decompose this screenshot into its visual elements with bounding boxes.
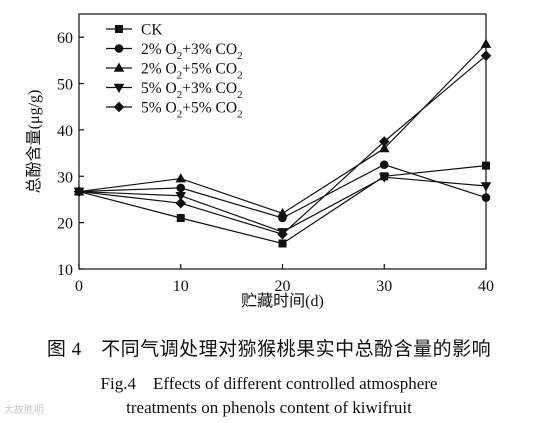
x-tick-label: 30	[376, 278, 392, 295]
y-tick-label: 60	[57, 30, 73, 47]
series-line	[78, 176, 487, 233]
legend-label: 5% O2​+3% CO2​	[141, 80, 243, 101]
y-tick-label: 10	[57, 262, 73, 279]
data-point	[175, 173, 187, 183]
x-tick-label: 20	[275, 278, 291, 295]
caption-english-line1: Fig.4 Effects of different controlled at…	[100, 374, 438, 393]
data-point	[378, 136, 390, 147]
data-point	[481, 193, 491, 202]
caption-chinese: 图 4 不同气调处理对猕猴桃果实中总酚含量的影响	[46, 339, 492, 360]
caption-english-line2: treatments on phenols content of kiwifru…	[126, 398, 412, 417]
legend-marker	[115, 25, 123, 33]
y-tick-label: 20	[57, 216, 73, 233]
legend-marker	[114, 44, 124, 53]
x-axis-label: 贮藏时间(d)	[241, 292, 324, 310]
y-tick-label: 50	[57, 77, 73, 94]
data-point	[175, 197, 187, 209]
data-point	[378, 173, 390, 183]
y-tick-label: 30	[57, 169, 73, 186]
data-point	[278, 239, 287, 248]
legend-item: 5% O2​+3% CO2​	[106, 80, 243, 101]
data-point	[482, 161, 490, 170]
x-tick-label: 40	[478, 278, 494, 295]
watermark: 大故胜明	[4, 405, 44, 416]
legend-item: CK	[106, 22, 163, 39]
y-tick-label: 40	[57, 123, 73, 140]
legend-label: 2% O2​+5% CO2​	[141, 61, 243, 82]
data-point	[277, 228, 288, 240]
data-point	[73, 186, 85, 197]
x-tick-label: 0	[75, 278, 83, 295]
legend-label: 5% O2​+5% CO2​	[141, 100, 243, 121]
data-point	[176, 214, 185, 222]
legend-item: 2% O2​+5% CO2​	[106, 61, 243, 82]
x-tick-label: 10	[173, 278, 189, 295]
data-point	[379, 160, 389, 169]
legend-marker	[113, 62, 125, 72]
series-group	[73, 38, 492, 218]
legend-label: 2% O2​+3% CO2​	[141, 41, 243, 62]
data-point	[480, 182, 492, 192]
data-point	[378, 142, 390, 153]
legend-marker	[113, 83, 125, 93]
data-point	[176, 183, 186, 193]
data-point	[277, 207, 288, 218]
data-point	[175, 191, 187, 202]
y-axis-label: 总酚含量(μg/g)	[25, 90, 43, 194]
legend-marker	[113, 101, 125, 113]
series-group	[73, 173, 492, 238]
legend-item: 5% O2​+5% CO2​	[106, 100, 243, 121]
legend-item: 2% O2​+3% CO2​	[106, 41, 243, 62]
series-group	[73, 50, 492, 240]
data-point	[480, 38, 492, 48]
data-point	[480, 50, 492, 62]
legend: CK 2% O2​+3% CO2​2% O2​+5% CO2​5% O2​+3% …	[106, 22, 243, 121]
legend-label: CK	[141, 22, 163, 39]
plot-series	[73, 38, 492, 248]
